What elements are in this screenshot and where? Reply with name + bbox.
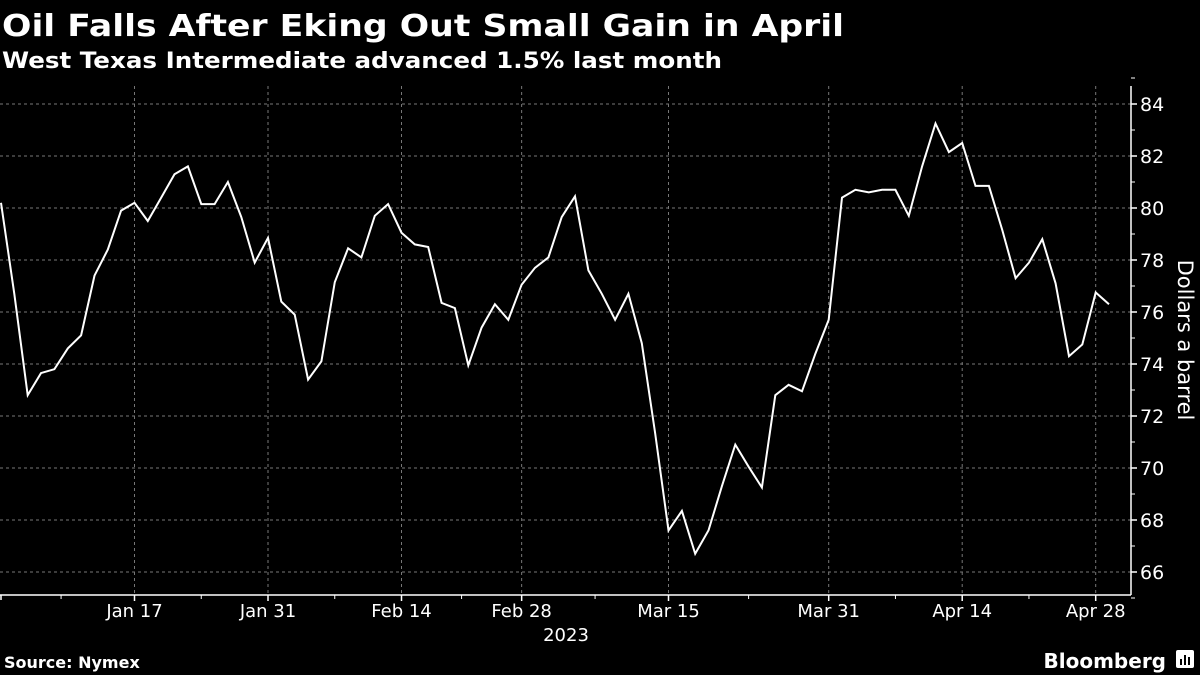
axes: 66 68 70 72 74 76 78 80 82 84 Jan 17 Jan 31 Feb 14 Fe… xyxy=(0,77,1164,622)
y-tick-label: 76 xyxy=(1140,302,1164,324)
y-tick-label: 68 xyxy=(1140,510,1164,532)
x-tick-label: Jan 17 xyxy=(105,601,162,622)
bloomberg-logo: Bloomberg xyxy=(1044,649,1166,673)
y-tick-label: 72 xyxy=(1140,406,1164,428)
chart-title: Oil Falls After Eking Out Small Gain in … xyxy=(2,9,844,44)
y-tick-label: 80 xyxy=(1140,198,1164,220)
bloomberg-chart-icon xyxy=(1176,650,1194,668)
y-tick-label: 74 xyxy=(1140,354,1164,376)
x-tick-label: Jan 31 xyxy=(239,601,296,622)
x-tick-label: Feb 14 xyxy=(371,601,432,622)
gridlines xyxy=(0,86,1131,595)
source-note: Source: Nymex xyxy=(4,653,140,672)
series xyxy=(0,120,1110,557)
x-tick-label: Apr 14 xyxy=(932,601,992,622)
x-axis-year-label: 2023 xyxy=(543,625,589,646)
y-tick-label: 78 xyxy=(1140,250,1164,272)
x-tick-label: Mar 31 xyxy=(797,601,860,622)
y-tick-label: 66 xyxy=(1140,562,1164,584)
x-tick-label: Apr 28 xyxy=(1066,601,1126,622)
series-line-wti xyxy=(0,120,1110,557)
x-tick-label: Feb 28 xyxy=(491,601,552,622)
y-tick-label: 82 xyxy=(1140,146,1164,168)
y-axis-title: Dollars a barrel xyxy=(1173,260,1197,421)
chart-subtitle: West Texas Intermediate advanced 1.5% la… xyxy=(2,49,722,74)
y-tick-label: 84 xyxy=(1140,94,1164,116)
x-tick-label: Mar 15 xyxy=(637,601,700,622)
y-tick-label: 70 xyxy=(1140,458,1164,480)
